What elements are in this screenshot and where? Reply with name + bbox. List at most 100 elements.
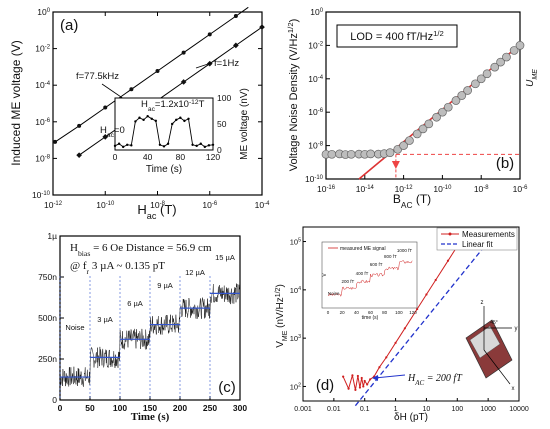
panel-d-ylabel-part: 1/2 <box>275 287 282 297</box>
panel-d-ytick-label-part: 3 <box>298 334 301 340</box>
panel-d-inset-step-label-part: 800 fT <box>384 254 397 259</box>
panel-a-ytick-label: 10-8 <box>35 153 50 163</box>
panel-c-header-2-part: @ f <box>70 260 87 272</box>
panel-a-inset-xtick: 0 <box>113 152 118 162</box>
panel-d-inset-step-label: Noise <box>328 291 340 296</box>
panel-b-xtick-label: 10-14 <box>356 184 375 194</box>
panel-a-inset-ann-nonzero-part: H <box>141 99 148 110</box>
panel-d-fit-line <box>354 229 498 407</box>
panel-d-legend-marker <box>448 232 452 236</box>
panel-d-schematic-x-axis <box>483 349 511 385</box>
panel-b-point <box>443 102 453 112</box>
panel-a-inset-point <box>207 144 211 147</box>
panel-c-step-label: 15 µA <box>215 253 235 262</box>
panel-a-xtick-label-part: -4 <box>264 201 270 207</box>
panel-b-ytick-label-part: 10 <box>310 7 320 17</box>
panel-d-inset-xtick-part: 60 <box>368 310 374 315</box>
panel-d-xtick-label: 0.1 <box>360 406 370 413</box>
panel-b-xtick-label-part: 10 <box>395 184 405 194</box>
panel-d-measured-point <box>369 378 372 381</box>
panel-d-xtick-label-part: 1 <box>394 406 398 413</box>
panel-d-inset-step-label: 600 fT <box>370 262 383 267</box>
panel-a-inset-point <box>203 145 207 149</box>
panel-b-ylabel-part: 1/2 <box>286 22 295 33</box>
panel-a-inset-ytick: 0 <box>217 145 222 155</box>
panel-d-xtick-label-part: 0.001 <box>294 406 312 413</box>
panel-c: 0 50 100 150 200 250 300 0 250n 500n 750n 1µ Noise 3 … <box>38 231 247 423</box>
panel-c-xtick-label-part: 150 <box>143 403 157 413</box>
panel-a-ytick-label-part: 10 <box>35 44 45 54</box>
panel-d-xlabel-part: δH (pT) <box>394 412 428 423</box>
panel-d-inset-legend: measured ME signal <box>340 246 386 252</box>
panel-a-point <box>129 87 134 92</box>
panel-a-inset-point <box>183 119 186 123</box>
panel-c-xtick-label-part: 250 <box>203 403 217 413</box>
panel-b-point <box>399 141 408 150</box>
panel-c-step-label: 12 µA <box>185 268 205 277</box>
panel-a-inset-ann-nonzero-part: =1.2x10 <box>155 99 189 110</box>
panel-a-ytick-label-part: 10 <box>35 80 45 90</box>
panel-c-label-part: (c) <box>218 379 236 396</box>
panel-c-xtick-label-part: 100 <box>113 403 127 413</box>
panel-d-measured-point <box>362 385 365 388</box>
panel-b-lod-text-part: 1/2 <box>433 29 444 38</box>
panel-d-xtick-label: 10 <box>423 406 431 413</box>
panel-b-label-part: (b) <box>496 155 514 172</box>
panel-d-annotation-part: = 200 fT <box>424 373 463 384</box>
panel-a-point <box>155 68 160 73</box>
panel-a-xtick-label-part: -10 <box>106 201 115 207</box>
panel-b-xtick-label-part: -6 <box>522 185 528 191</box>
panel-c-ytick-label: 750n <box>38 272 57 282</box>
panel-a-ylabel: Induced ME voltage (V) <box>9 40 23 165</box>
panel-a-inset-point <box>170 122 174 126</box>
panel-d-inset-step-label: 800 fT <box>384 254 397 259</box>
panel-b-xlabel: BAC (T) <box>393 192 431 210</box>
panel-a-inset-ann-nonzero-part: ac <box>148 106 156 113</box>
panel-d-measured-point <box>366 383 369 386</box>
panel-a-point <box>181 50 186 55</box>
panel-a-xtick-label: 10-4 <box>255 200 270 210</box>
panel-d-measured-point <box>356 374 359 378</box>
panel-d-measured-point <box>360 376 363 380</box>
panel-b-ytick-label-part: 10 <box>308 74 318 84</box>
panel-a-inset-ytick: 100 <box>217 93 231 103</box>
panel-d-schematic-z: z <box>481 300 484 306</box>
panel-a-ytick-label: 100 <box>37 7 50 17</box>
panel-d-inset-xtick-part: 120 <box>409 310 417 315</box>
panel-c-ytick-label-part: 1µ <box>47 231 57 241</box>
panel-c-header-1: Hbias = 6 Oe Distance = 56.9 cm <box>70 242 212 258</box>
panel-c-header-2-part: r <box>87 267 90 276</box>
panel-a-series-line <box>78 26 263 156</box>
panel-a-inset-point <box>158 143 162 146</box>
panel-a-inset-point <box>191 143 194 146</box>
panel-a-xtick-label: 10-12 <box>44 200 62 210</box>
panel-d-measured-point <box>351 374 354 377</box>
panel-a-inset-xtick: 40 <box>143 152 153 162</box>
panel-d-xtick-label: 10000 <box>509 406 529 413</box>
panel-b-ytick-label-part: -10 <box>314 175 323 181</box>
panel-d-inset-step-label-part: 600 fT <box>370 262 383 267</box>
panel-d-ytick-label-part: 5 <box>298 238 301 244</box>
panel-d-ytick-label-part: 10 <box>290 238 298 247</box>
panel-a-ytick-label-part: -4 <box>45 81 51 87</box>
panel-b-xtick-label: 10-10 <box>433 184 452 194</box>
panel-d-schematic-angle-part: 45° <box>490 320 498 326</box>
panel-b-ytick-label-part: -4 <box>318 75 324 81</box>
panel-b-ytick-label-part: 10 <box>305 174 315 184</box>
panel-a-xtick-label-part: 10 <box>150 200 160 210</box>
panel-b-point <box>457 91 467 100</box>
panel-c-xlabel: Time (s) <box>131 411 170 423</box>
panel-d-inset-xtick-part: 20 <box>340 310 346 315</box>
panel-b-ylabel-part: ) <box>288 19 300 23</box>
panel-d-inset-step-label: 400 fT <box>356 271 369 276</box>
panel-d-measured-point <box>354 388 357 391</box>
panel-b-point <box>509 46 519 55</box>
panel-c-step-label-part: 3 µA <box>97 315 113 324</box>
panel-d-ytick-label: 105 <box>290 238 301 247</box>
panel-d-inset-step-label: 1000 fT <box>397 248 413 253</box>
panel-d-xtick-label: 100 <box>451 406 463 413</box>
panel-a-ytick-label-part: 10 <box>32 190 42 200</box>
panel-a-point <box>77 123 82 128</box>
panel-b-xtick-label-part: -14 <box>365 185 374 191</box>
